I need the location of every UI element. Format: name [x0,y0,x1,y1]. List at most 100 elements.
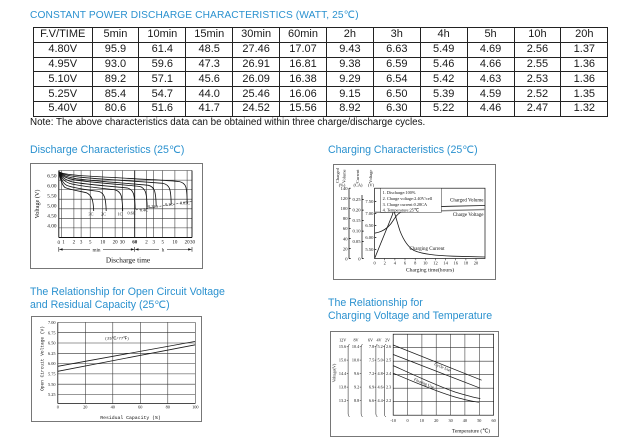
svg-text:60: 60 [343,226,348,231]
svg-text:14: 14 [443,261,448,266]
svg-text:5: 5 [161,241,164,246]
svg-text:9.2: 9.2 [354,385,359,390]
svg-text:7.00: 7.00 [365,211,374,216]
svg-text:50: 50 [477,418,481,423]
svg-text:4V: 4V [376,338,381,343]
svg-text:Voltage: Voltage [368,170,373,183]
svg-text:(V): (V) [368,183,375,188]
svg-text:6.50: 6.50 [365,223,374,228]
svg-text:60: 60 [132,241,138,246]
svg-text:5.50: 5.50 [48,382,56,387]
svg-text:0: 0 [345,256,348,261]
svg-text:60: 60 [138,405,142,410]
svg-text:7.00: 7.00 [48,320,56,325]
svg-text:0.25: 0.25 [352,197,361,202]
svg-text:(CA): (CA) [353,183,363,188]
svg-text:Temperature (℃): Temperature (℃) [452,428,490,435]
svg-text:2.5: 2.5 [386,358,391,363]
svg-text:4.6: 4.6 [377,385,382,390]
svg-text:80: 80 [343,216,348,221]
svg-text:12V: 12V [339,338,346,343]
svg-text:6.50: 6.50 [48,341,56,346]
svg-text:4: 4 [394,261,397,266]
svg-text:10.4: 10.4 [352,344,360,349]
svg-text:2: 2 [384,261,386,266]
svg-text:0.25C: 0.25C [148,204,158,209]
svg-text:40: 40 [463,418,467,423]
svg-text:5.00: 5.00 [47,203,57,209]
svg-text:6.00: 6.00 [365,235,374,240]
svg-text:10: 10 [420,418,424,423]
svg-text:1. Discharge:100%: 1. Discharge:100% [383,190,416,195]
svg-text:h: h [162,247,165,253]
svg-text:1: 1 [62,241,65,246]
svg-text:6.9: 6.9 [369,385,374,390]
svg-text:2.6: 2.6 [386,344,391,349]
svg-text:20: 20 [113,241,119,246]
svg-text:2C: 2C [101,212,106,217]
svg-text:13.8: 13.8 [339,385,346,390]
svg-text:Cycle Use: Cycle Use [434,361,452,372]
svg-text:3C: 3C [89,212,94,217]
svg-text:20: 20 [474,261,479,266]
svg-text:1C: 1C [118,212,123,217]
svg-text:Voltage(V): Voltage(V) [332,363,337,382]
svg-text:Charging time(hours): Charging time(hours) [406,267,454,274]
svg-text:30: 30 [449,418,453,423]
svg-text:7.50: 7.50 [365,199,374,204]
svg-text:20: 20 [343,246,348,251]
svg-text:8V: 8V [353,338,358,343]
svg-text:Residual Capacity (%): Residual Capacity (%) [100,415,161,421]
svg-text:9.6: 9.6 [354,371,359,376]
svg-text:3. Charge current:0.28CA: 3. Charge current:0.28CA [383,202,428,207]
svg-text:Charged Volume: Charged Volume [450,199,484,204]
svg-text:0.4C: 0.4C [140,208,148,213]
svg-text:7.8: 7.8 [369,344,374,349]
svg-text:Charge Voltage: Charge Voltage [453,213,484,218]
svg-text:0.20: 0.20 [352,208,361,213]
svg-text:0: 0 [358,256,361,261]
svg-text:0: 0 [373,261,376,266]
svg-text:2.3: 2.3 [386,385,391,390]
svg-text:Discharge time: Discharge time [106,255,150,264]
svg-text:100: 100 [341,206,349,211]
svg-text:Current: Current [355,169,360,183]
svg-text:2: 2 [73,241,76,246]
svg-text:18: 18 [464,261,469,266]
svg-text:20: 20 [185,241,191,246]
svg-text:6.00: 6.00 [47,183,57,189]
svg-text:10: 10 [172,241,178,246]
svg-text:2: 2 [145,241,148,246]
svg-text:Open Circuit Voltage (V): Open Circuit Voltage (V) [40,326,46,391]
svg-text:5.25: 5.25 [48,392,56,397]
svg-text:8.8: 8.8 [354,398,359,403]
svg-text:(%): (%) [339,183,346,188]
svg-text:0.10: 0.10 [352,229,361,234]
svg-text:7.5: 7.5 [369,358,374,363]
svg-text:6: 6 [404,261,407,266]
svg-text:4.8: 4.8 [377,371,382,376]
svg-text:3: 3 [152,241,155,246]
svg-text:0: 0 [406,418,408,423]
svg-text:0.15: 0.15 [352,218,361,223]
svg-text:2V: 2V [385,338,390,343]
svg-text:6V: 6V [368,338,373,343]
svg-text:80: 80 [166,405,170,410]
svg-text:30: 30 [190,241,196,246]
svg-text:Voltage (V): Voltage (V) [34,190,41,219]
svg-text:5.2: 5.2 [377,344,382,349]
svg-text:3: 3 [80,241,83,246]
svg-text:40: 40 [111,405,115,410]
svg-text:Charging Current: Charging Current [409,247,445,252]
svg-text:0.05C: 0.05C [180,201,190,206]
svg-text:(25℃/77℉): (25℃/77℉) [105,337,129,342]
svg-text:6.50: 6.50 [47,173,57,179]
svg-text:4.00: 4.00 [47,223,57,229]
svg-text:30: 30 [120,241,126,246]
svg-text:Volume: Volume [342,169,347,183]
svg-text:Charged: Charged [335,167,340,183]
svg-text:-10: -10 [390,418,396,423]
svg-text:13.2: 13.2 [339,398,346,403]
svg-text:10: 10 [423,261,428,266]
svg-text:2. Charge voltage:2.40V/cell: 2. Charge voltage:2.40V/cell [383,196,433,201]
